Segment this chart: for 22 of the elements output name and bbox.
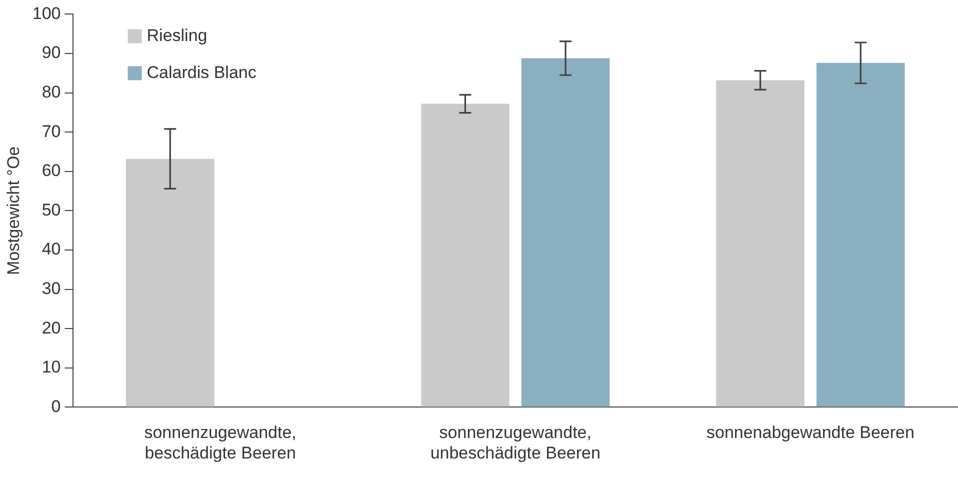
y-tick-label: 40 xyxy=(42,240,61,259)
y-tick-label: 80 xyxy=(42,82,61,102)
y-tick-label: 10 xyxy=(42,358,61,377)
x-tick-label: sonnenabgewandte Beeren xyxy=(706,423,914,442)
y-tick-label: 60 xyxy=(42,161,61,180)
y-tick-label: 50 xyxy=(42,200,61,220)
bar xyxy=(521,58,610,407)
legend-label: Riesling xyxy=(146,26,208,45)
legend-label: Calardis Blanc xyxy=(146,62,257,82)
x-tick-label: sonnenzugewandte, beschädigte Beeren xyxy=(144,423,296,462)
y-tick-label: 90 xyxy=(42,43,61,62)
y-tick-label: 70 xyxy=(42,122,61,141)
x-tick-label: sonnenzugewandte, unbeschädigte Beeren xyxy=(430,423,600,462)
bar xyxy=(816,62,905,407)
y-tick-label: 0 xyxy=(51,396,61,416)
y-axis-title: Mostgewicht °Oe xyxy=(4,146,23,276)
bar xyxy=(421,104,510,407)
bar xyxy=(716,80,804,407)
bar xyxy=(126,158,214,407)
y-tick-label: 20 xyxy=(42,318,61,338)
y-tick-label: 30 xyxy=(42,278,61,298)
y-tick-label: 100 xyxy=(32,4,61,23)
